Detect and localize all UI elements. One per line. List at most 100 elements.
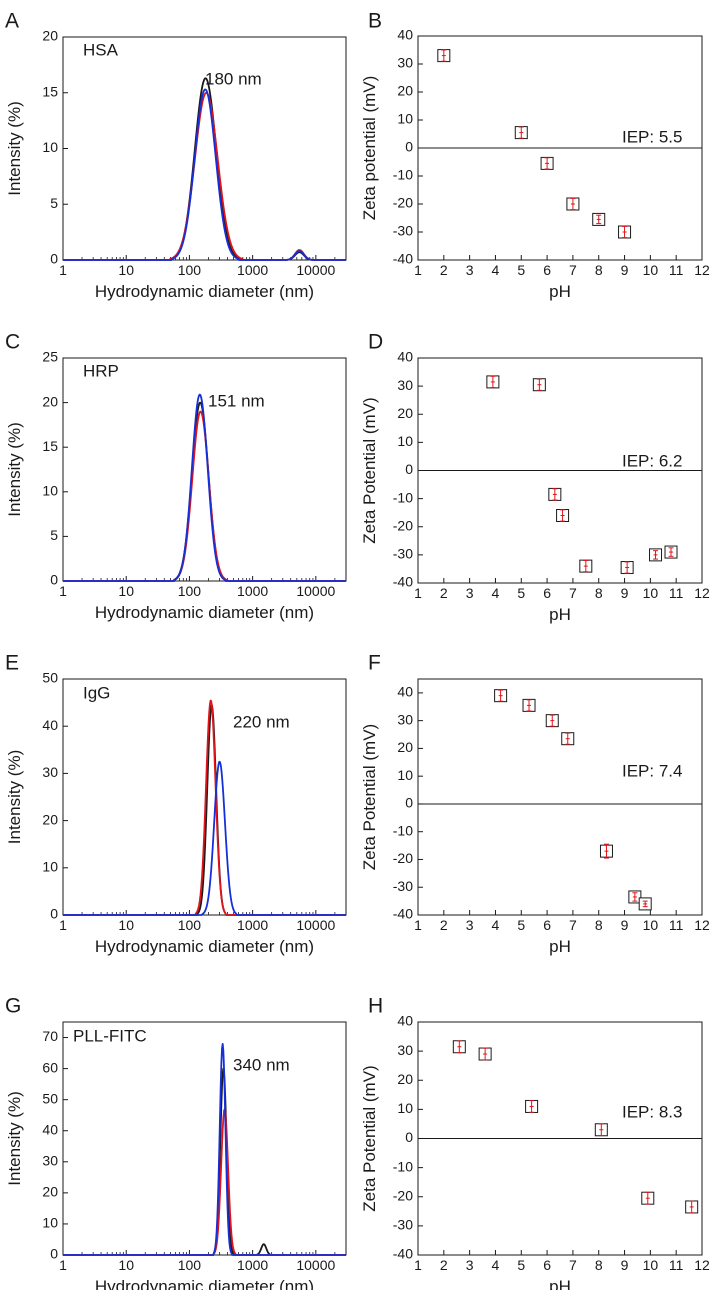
x-tick-label: 1 xyxy=(59,262,67,278)
data-point xyxy=(685,1200,699,1214)
x-tick-label: 7 xyxy=(569,585,577,601)
data-point xyxy=(540,156,554,170)
x-tick-label: 8 xyxy=(595,585,603,601)
y-tick-label: 50 xyxy=(42,1090,58,1106)
x-tick-label: 7 xyxy=(569,917,577,933)
y-tick-label: 20 xyxy=(42,1184,58,1200)
x-tick-label: 6 xyxy=(543,262,551,278)
x-tick-label: 100 xyxy=(178,262,202,278)
x-axis-title: pH xyxy=(549,605,571,624)
x-tick-label: 100 xyxy=(178,583,202,599)
x-tick-label: 10 xyxy=(643,917,659,933)
x-tick-label: 9 xyxy=(621,585,629,601)
y-tick-label: 40 xyxy=(42,1121,58,1137)
x-tick-label: 1 xyxy=(414,1257,422,1273)
x-tick-label: 100 xyxy=(178,917,202,933)
data-point xyxy=(478,1047,492,1061)
y-tick-label: 15 xyxy=(42,438,58,454)
x-tick-label: 11 xyxy=(669,262,684,278)
data-point xyxy=(486,375,500,389)
x-tick-label: 7 xyxy=(569,1257,577,1273)
y-tick-label: 0 xyxy=(405,1129,413,1145)
series-blue-line xyxy=(62,393,347,582)
plot-frame xyxy=(62,357,347,582)
data-point xyxy=(638,897,652,911)
data-point xyxy=(649,548,663,562)
y-tick-label: 30 xyxy=(397,1042,413,1058)
x-tick-label: 12 xyxy=(694,262,710,278)
y-tick-label: -40 xyxy=(393,906,413,922)
y-tick-label: -20 xyxy=(393,195,413,211)
y-tick-label: -40 xyxy=(393,251,413,267)
data-point xyxy=(494,689,508,703)
y-tick-label: -10 xyxy=(393,489,413,505)
data-point xyxy=(594,1123,608,1137)
y-tick-label: -10 xyxy=(393,1158,413,1174)
data-point xyxy=(522,698,536,712)
panel-letter: F xyxy=(368,652,381,675)
x-tick-label: 12 xyxy=(694,1257,710,1273)
x-tick-label: 10 xyxy=(118,1257,134,1273)
iep-label: IEP: 5.5 xyxy=(622,127,682,146)
x-tick-label: 2 xyxy=(440,1257,448,1273)
y-tick-label: 20 xyxy=(42,811,58,827)
x-tick-label: 5 xyxy=(517,262,525,278)
iep-label: IEP: 7.4 xyxy=(622,761,682,780)
y-tick-label: 5 xyxy=(50,527,58,543)
y-tick-label: 20 xyxy=(42,28,58,44)
x-tick-label: 1 xyxy=(414,917,422,933)
x-tick-label: 2 xyxy=(440,585,448,601)
panel-f: F1 2 3 4 5 6 7 8 9 10 11 12-40-30-20-10010203040pHZ… xyxy=(360,652,710,956)
y-axis-title: Intensity (%) xyxy=(5,422,24,516)
series-red-line xyxy=(62,410,347,582)
y-tick-label: -30 xyxy=(393,546,413,562)
y-axis-title: Intensity (%) xyxy=(5,1091,24,1185)
x-tick-label: 5 xyxy=(517,917,525,933)
y-tick-label: 10 xyxy=(397,1100,413,1116)
y-tick-label: 10 xyxy=(42,139,58,155)
y-tick-label: -20 xyxy=(393,850,413,866)
x-tick-label: 8 xyxy=(595,262,603,278)
y-tick-label: -10 xyxy=(393,167,413,183)
y-tick-label: 5 xyxy=(50,195,58,211)
panel-letter: C xyxy=(5,331,20,354)
y-tick-label: 20 xyxy=(397,739,413,755)
x-tick-label: 2 xyxy=(440,262,448,278)
x-tick-label: 5 xyxy=(517,1257,525,1273)
x-tick-label: 4 xyxy=(492,585,500,601)
x-tick-label: 12 xyxy=(694,585,710,601)
y-tick-label: 10 xyxy=(42,859,58,875)
y-tick-label: 0 xyxy=(405,461,413,477)
plot-frame xyxy=(62,1021,347,1256)
x-tick-label: 1 xyxy=(59,583,67,599)
x-tick-label: 9 xyxy=(621,262,629,278)
panel-letter: B xyxy=(368,10,382,33)
x-axis-title: Hydrodynamic diameter (nm) xyxy=(95,282,314,301)
y-tick-label: 40 xyxy=(397,684,413,700)
panel-h: H1 2 3 4 5 6 7 8 9 10 11 12-40-30-20-10010203040pHZ… xyxy=(360,995,710,1290)
x-tick-label: 3 xyxy=(466,1257,474,1273)
y-axis-title: Zeta Potential (mV) xyxy=(360,397,379,543)
peak-size-label: 151 nm xyxy=(208,391,265,410)
y-tick-label: 20 xyxy=(397,405,413,421)
x-tick-label: 6 xyxy=(543,585,551,601)
y-tick-label: 30 xyxy=(397,55,413,71)
x-tick-label: 2 xyxy=(440,917,448,933)
plot-frame xyxy=(417,678,703,916)
y-axis-title: Zeta potential (mV) xyxy=(360,76,379,221)
sample-label: IgG xyxy=(83,683,110,702)
x-axis-title: Hydrodynamic diameter (nm) xyxy=(95,603,314,622)
y-tick-label: 20 xyxy=(397,83,413,99)
y-tick-label: 10 xyxy=(42,483,58,499)
y-tick-label: 30 xyxy=(42,1153,58,1169)
y-tick-label: -30 xyxy=(393,223,413,239)
x-tick-label: 5 xyxy=(517,585,525,601)
x-tick-label: 1000 xyxy=(237,917,268,933)
x-tick-label: 3 xyxy=(466,585,474,601)
x-tick-label: 10 xyxy=(118,917,134,933)
x-tick-label: 10 xyxy=(118,583,134,599)
x-tick-label: 10000 xyxy=(296,262,335,278)
panel-c: C 1 10 100 1000 10000 0 5 10 15 20 25 Hydrodynamic d… xyxy=(5,331,347,622)
data-point xyxy=(641,1191,655,1205)
